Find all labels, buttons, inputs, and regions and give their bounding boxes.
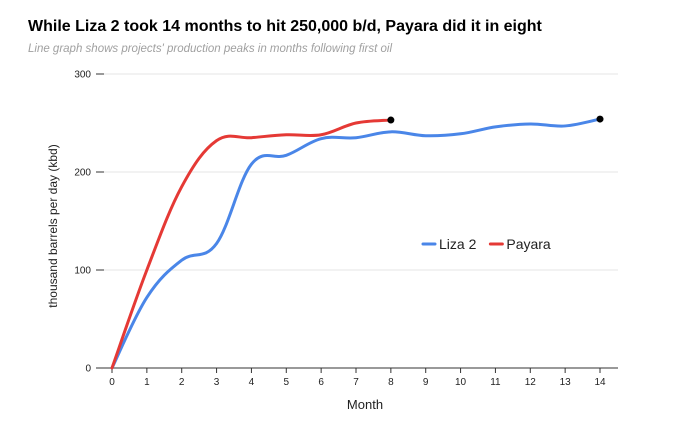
y-tick-label: 100 bbox=[74, 266, 91, 277]
legend-label-payara: Payara bbox=[506, 236, 551, 252]
grid-layer bbox=[96, 73, 618, 271]
x-tick-label: 5 bbox=[284, 377, 290, 388]
legend: Liza 2 Payara bbox=[421, 236, 551, 252]
y-tick-label: 300 bbox=[74, 70, 91, 81]
chart-title: While Liza 2 took 14 months to hit 250,0… bbox=[28, 18, 542, 35]
x-tick-label: 7 bbox=[353, 377, 359, 388]
x-tick-label: 8 bbox=[388, 377, 394, 388]
y-tick-label: 200 bbox=[74, 168, 91, 179]
x-tick-label: 3 bbox=[214, 377, 220, 388]
legend-label-liza-2: Liza 2 bbox=[439, 236, 477, 252]
series-line-liza-2 bbox=[110, 117, 602, 370]
x-tick-label: 1 bbox=[144, 377, 150, 388]
x-tick-label: 14 bbox=[594, 377, 606, 388]
x-tick-label: 6 bbox=[318, 377, 324, 388]
x-tick-label: 13 bbox=[560, 377, 572, 388]
end-point-payara bbox=[387, 116, 395, 124]
x-tick-label: 9 bbox=[423, 377, 429, 388]
x-tick-label: 11 bbox=[490, 377, 501, 388]
x-tick-label: 10 bbox=[455, 377, 467, 388]
y-tick-label: 0 bbox=[85, 364, 91, 375]
end-point-liza-2 bbox=[596, 115, 604, 123]
x-tick-label: 0 bbox=[109, 377, 115, 388]
series-line-payara bbox=[110, 118, 393, 370]
x-tick-label: 12 bbox=[525, 377, 537, 388]
chart-subtitle: Line graph shows projects' production pe… bbox=[28, 43, 392, 55]
x-tick-label: 4 bbox=[249, 377, 255, 388]
x-tick-label: 2 bbox=[179, 377, 185, 388]
y-axis-label: thousand barrels per day (kbd) bbox=[46, 144, 60, 307]
series-layer bbox=[110, 115, 604, 370]
x-axis-label: Month bbox=[347, 397, 383, 412]
